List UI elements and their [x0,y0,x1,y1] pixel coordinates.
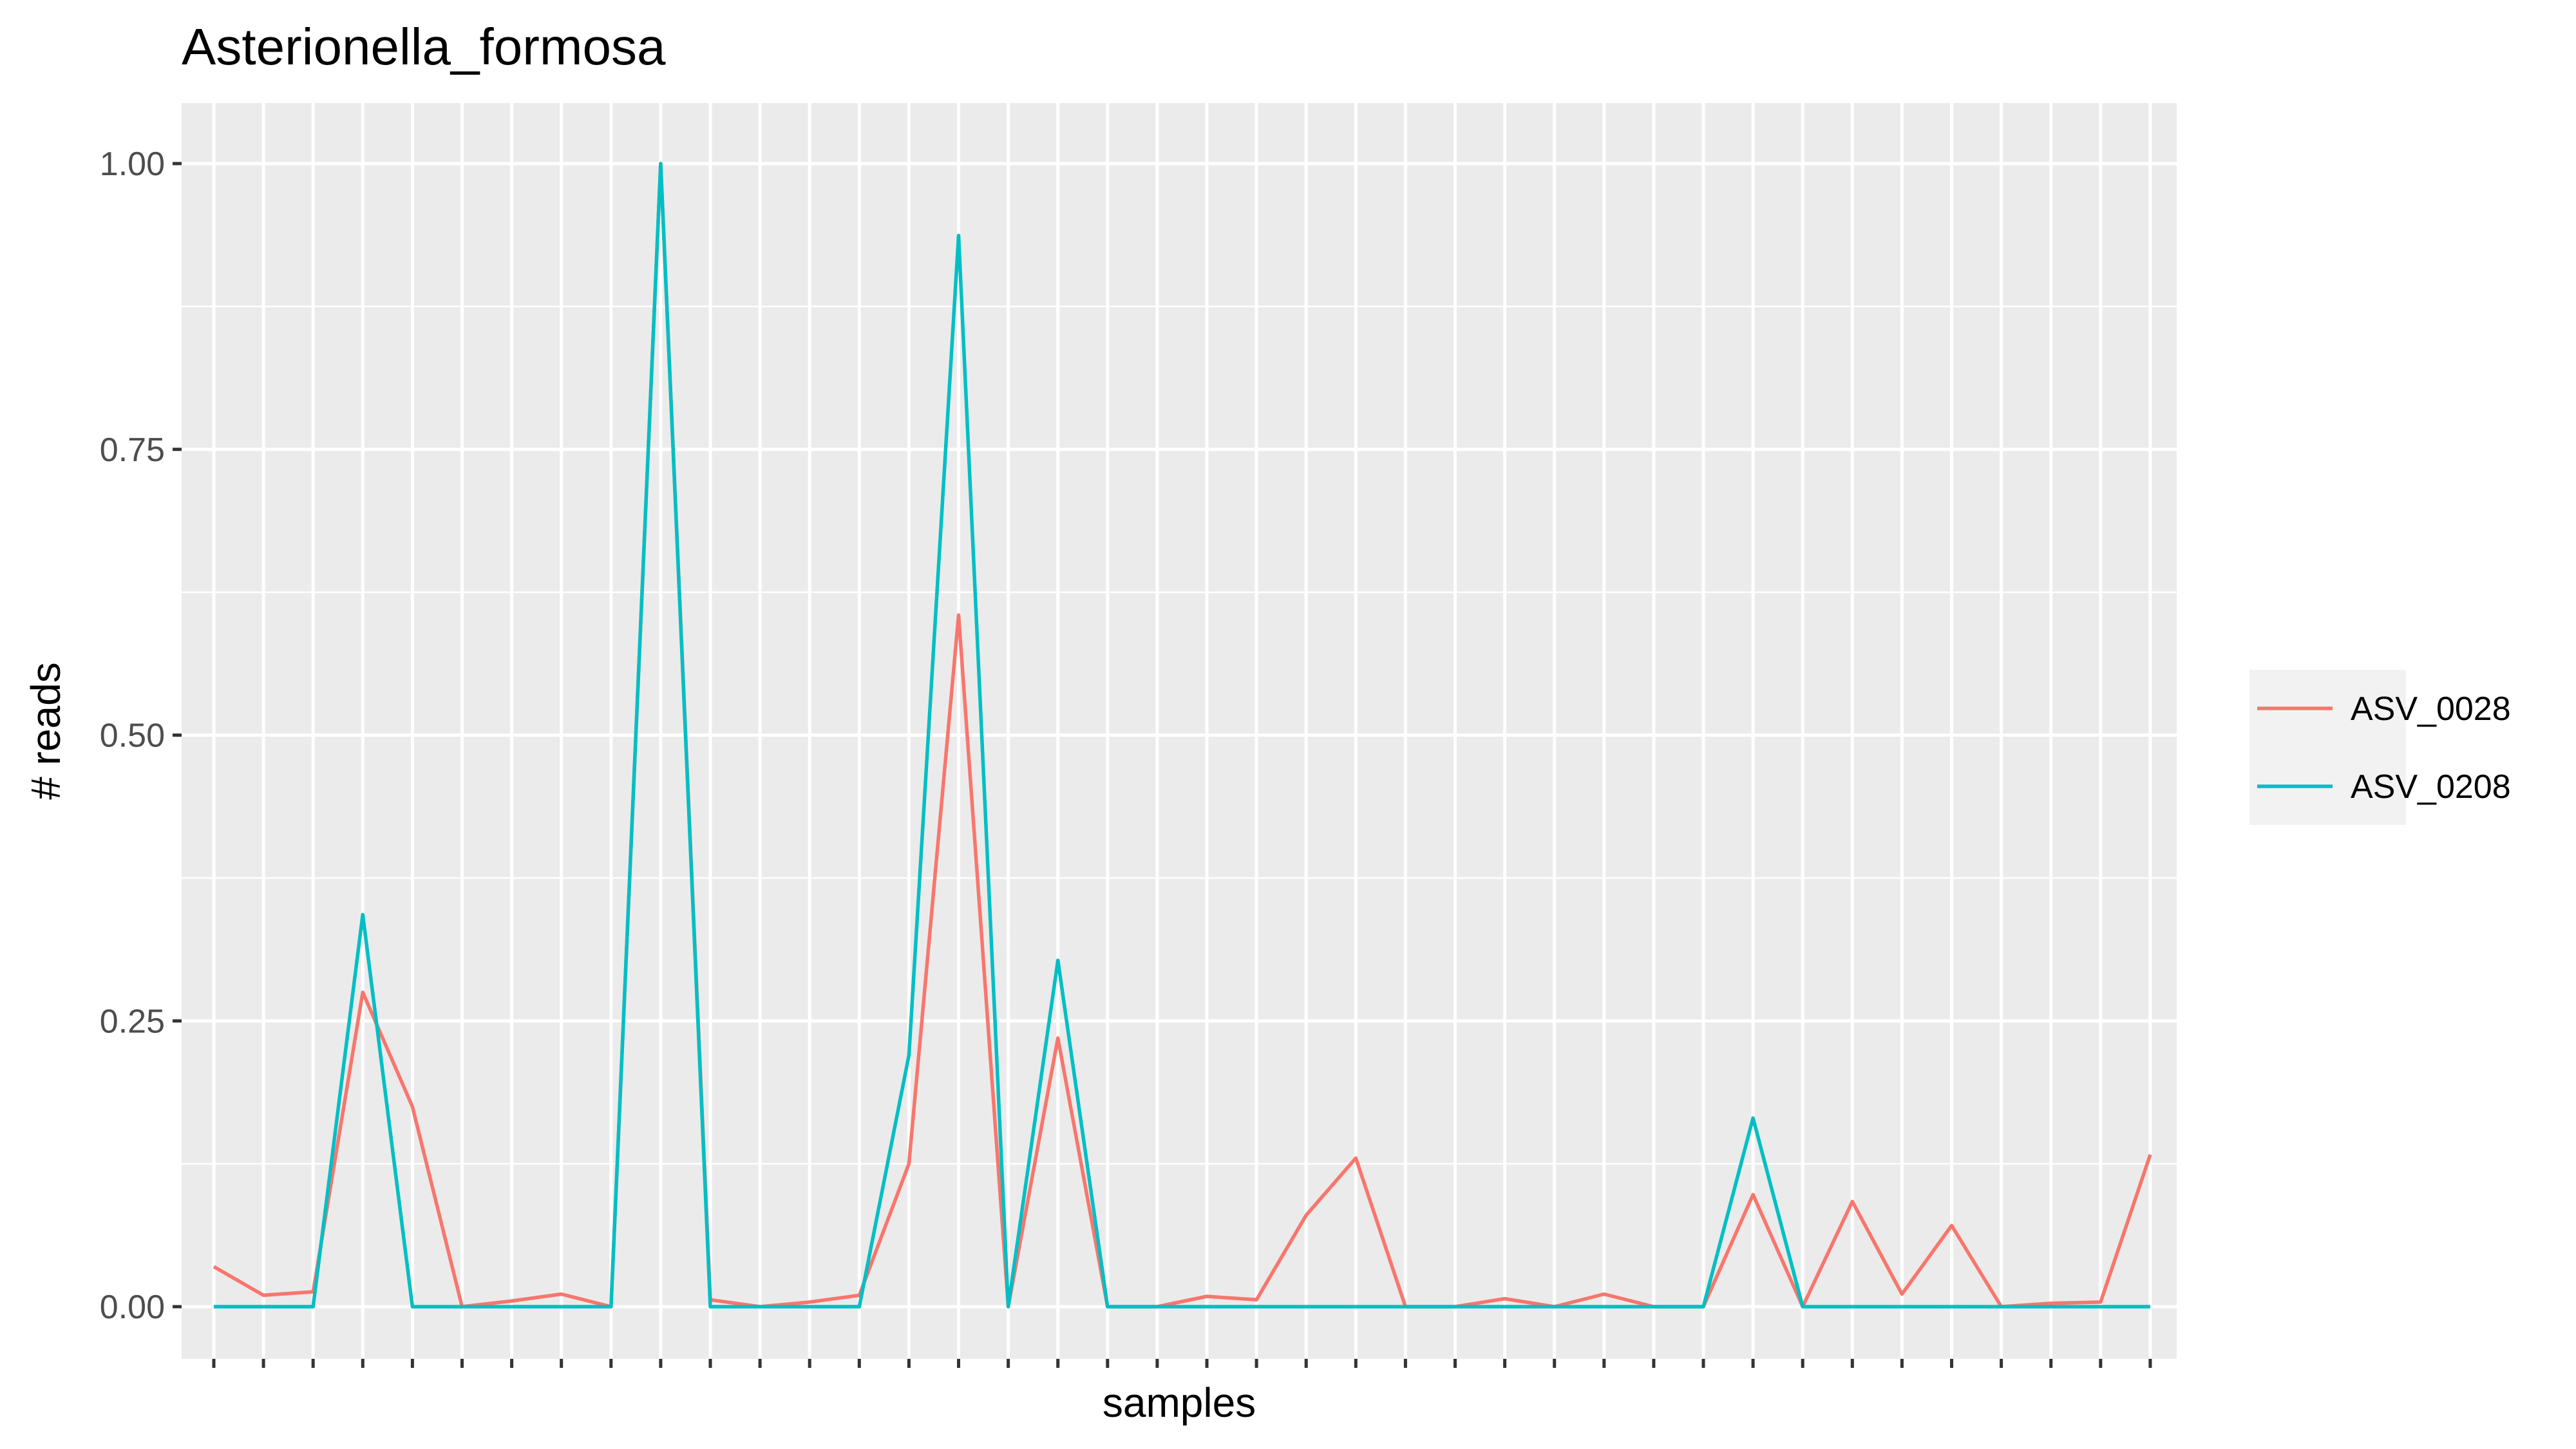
minor-gridlines [182,305,2177,1165]
x-axis [212,1359,2152,1368]
y-tick-label: 0.50 [100,717,165,755]
legend-label: ASV_0028 [2351,690,2511,728]
legend-key-background [2249,670,2406,825]
y-tick-label: 0.00 [100,1289,165,1326]
series-line-ASV_0208 [214,162,2150,1309]
y-tick-label: 0.25 [100,1003,165,1040]
y-tick-label: 1.00 [100,146,165,183]
y-tick-label: 0.75 [100,431,165,469]
y-axis: 0.00 0.25 0.50 0.75 1.00 [100,146,182,1326]
legend-label: ASV_0208 [2351,768,2511,806]
x-axis-title: samples [1103,1379,1256,1426]
plot-panel [182,103,2177,1359]
major-gridlines [182,103,2177,1359]
chart-title: Asterionella_formosa [182,18,666,75]
series-line-ASV_0028 [213,162,2152,1309]
legend: ASV_0028 ASV_0208 [2249,670,2511,825]
series-layer [213,162,2152,1309]
y-axis-title: # reads [23,662,69,799]
